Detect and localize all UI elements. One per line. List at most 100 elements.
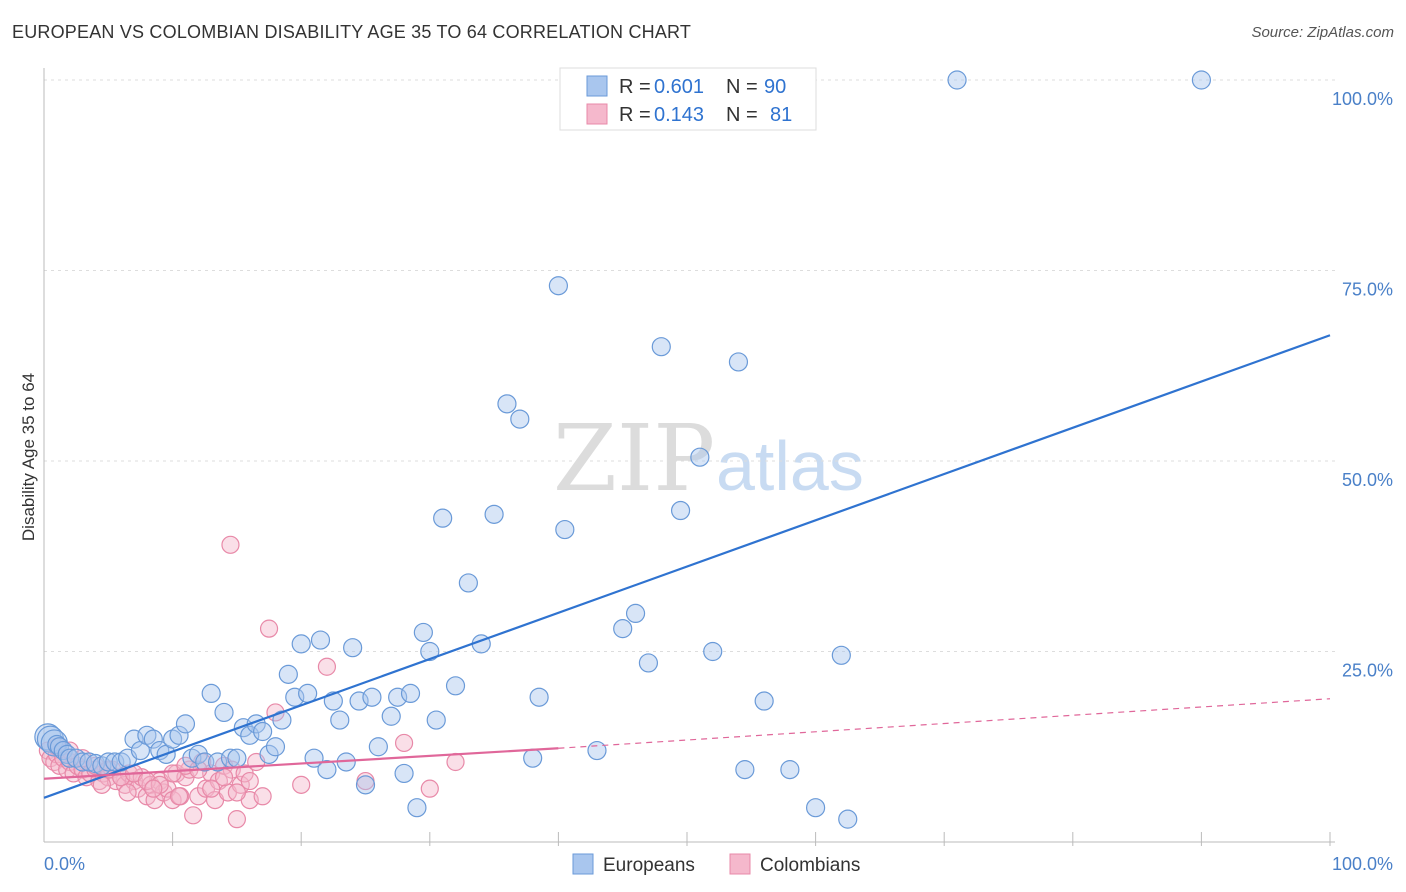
colombians-point <box>118 783 137 802</box>
colombians-point <box>446 752 465 772</box>
europeans-point <box>388 687 408 707</box>
colombians-point <box>202 779 221 798</box>
europeans-point <box>227 748 247 768</box>
europeans-point <box>587 740 607 761</box>
europeans-point <box>555 519 575 540</box>
europeans-point <box>1191 70 1212 90</box>
europeans-point <box>754 691 774 711</box>
europeans-point <box>253 721 273 742</box>
europeans-point <box>233 718 253 738</box>
europeans-point <box>362 687 382 707</box>
europeans-point <box>529 687 549 707</box>
europeans-point <box>323 691 343 711</box>
europeans-point <box>291 634 311 654</box>
europeans-point <box>381 706 401 726</box>
europeans-point <box>124 729 144 749</box>
x-axis-ticks <box>172 832 1331 846</box>
colombians-point <box>394 733 414 753</box>
x-tick-label-max: 100.0% <box>1332 854 1393 874</box>
legend-r-value-2: 0.143 <box>654 104 704 126</box>
colombians-point <box>221 535 240 554</box>
europeans-point <box>79 752 99 772</box>
europeans-point <box>426 710 446 730</box>
colombians-point <box>184 806 203 825</box>
europeans-point <box>703 641 723 662</box>
europeans-point <box>349 691 369 711</box>
y-tick-label: 25.0% <box>1342 661 1393 681</box>
legend-swatch-europeans <box>586 75 608 97</box>
europeans-point <box>60 748 80 768</box>
trend-lines <box>43 334 1331 799</box>
watermark: ZIP atlas <box>553 405 864 512</box>
legend-n-label-2: N = <box>726 104 758 126</box>
colombians-trend-extension <box>558 698 1331 749</box>
colombians-point <box>227 810 246 829</box>
europeans-point <box>265 737 286 757</box>
europeans-point <box>330 710 350 730</box>
europeans-point <box>208 752 228 772</box>
x-tick-label-min: 0.0% <box>44 854 85 874</box>
europeans-point <box>510 409 530 429</box>
bottom-legend-swatch-colombians <box>729 853 751 875</box>
europeans-point <box>394 763 414 784</box>
europeans-point <box>670 500 691 521</box>
bottom-legend-swatch-europeans <box>572 853 594 875</box>
europeans-point <box>240 725 260 745</box>
europeans-point <box>735 760 755 780</box>
europeans-point <box>317 760 337 780</box>
europeans-point <box>188 744 208 764</box>
europeans-point <box>407 798 427 818</box>
europeans-point <box>169 725 189 745</box>
europeans-point <box>445 676 466 696</box>
colombians-trend-line <box>43 747 559 780</box>
europeans-point <box>355 775 376 795</box>
bottom-legend-europeans: Europeans <box>603 855 695 876</box>
colombians-point <box>227 783 246 802</box>
europeans-point <box>484 504 504 524</box>
europeans-point <box>201 683 221 704</box>
watermark-atlas: atlas <box>716 427 864 505</box>
source-credit: Source: ZipAtlas.com <box>1251 24 1394 41</box>
europeans-point <box>143 729 163 749</box>
legend-n-label-1: N = <box>726 76 758 98</box>
europeans-point <box>613 619 633 639</box>
europeans-point <box>548 276 569 296</box>
colombians-point <box>240 771 259 791</box>
legend-r-label-2: R = <box>619 104 651 126</box>
europeans-point <box>400 683 421 704</box>
colombians-point <box>292 775 311 794</box>
colombians-point <box>144 779 163 798</box>
europeans-point <box>175 714 196 734</box>
europeans-point <box>651 337 671 357</box>
europeans-point <box>458 573 478 593</box>
legend-r-value-1: 0.601 <box>654 76 704 98</box>
europeans-point <box>838 809 858 829</box>
y-axis-label: Disability Age 35 to 64 <box>19 373 38 541</box>
europeans-point <box>343 638 363 658</box>
colombians-point <box>317 657 337 676</box>
legend-r-label-1: R = <box>619 76 651 98</box>
europeans-point <box>433 508 453 528</box>
europeans-point <box>523 748 543 768</box>
stats-legend: R = 0.601 N = 90 R = 0.143 N = 81 <box>559 67 817 131</box>
y-tick-label: 100.0% <box>1332 89 1393 109</box>
europeans-trend-line <box>43 334 1331 799</box>
colombians-point <box>259 619 279 638</box>
colombians-point <box>169 787 189 806</box>
colombians-points <box>38 535 465 829</box>
europeans-points <box>34 70 1212 829</box>
bottom-legend-colombians: Colombians <box>760 855 860 876</box>
y-axis-tick-labels: 25.0% 50.0% 75.0% 100.0% <box>1332 89 1393 681</box>
europeans-point <box>497 394 517 414</box>
watermark-zip: ZIP <box>553 405 715 512</box>
colombians-point <box>253 787 272 806</box>
europeans-point <box>278 664 298 684</box>
y-tick-label: 75.0% <box>1342 280 1393 300</box>
legend-n-value-1: 90 <box>764 76 786 98</box>
europeans-point <box>413 622 433 643</box>
europeans-point <box>728 352 749 372</box>
axes <box>43 68 1335 843</box>
colombians-point <box>420 779 439 798</box>
europeans-point <box>214 702 234 723</box>
